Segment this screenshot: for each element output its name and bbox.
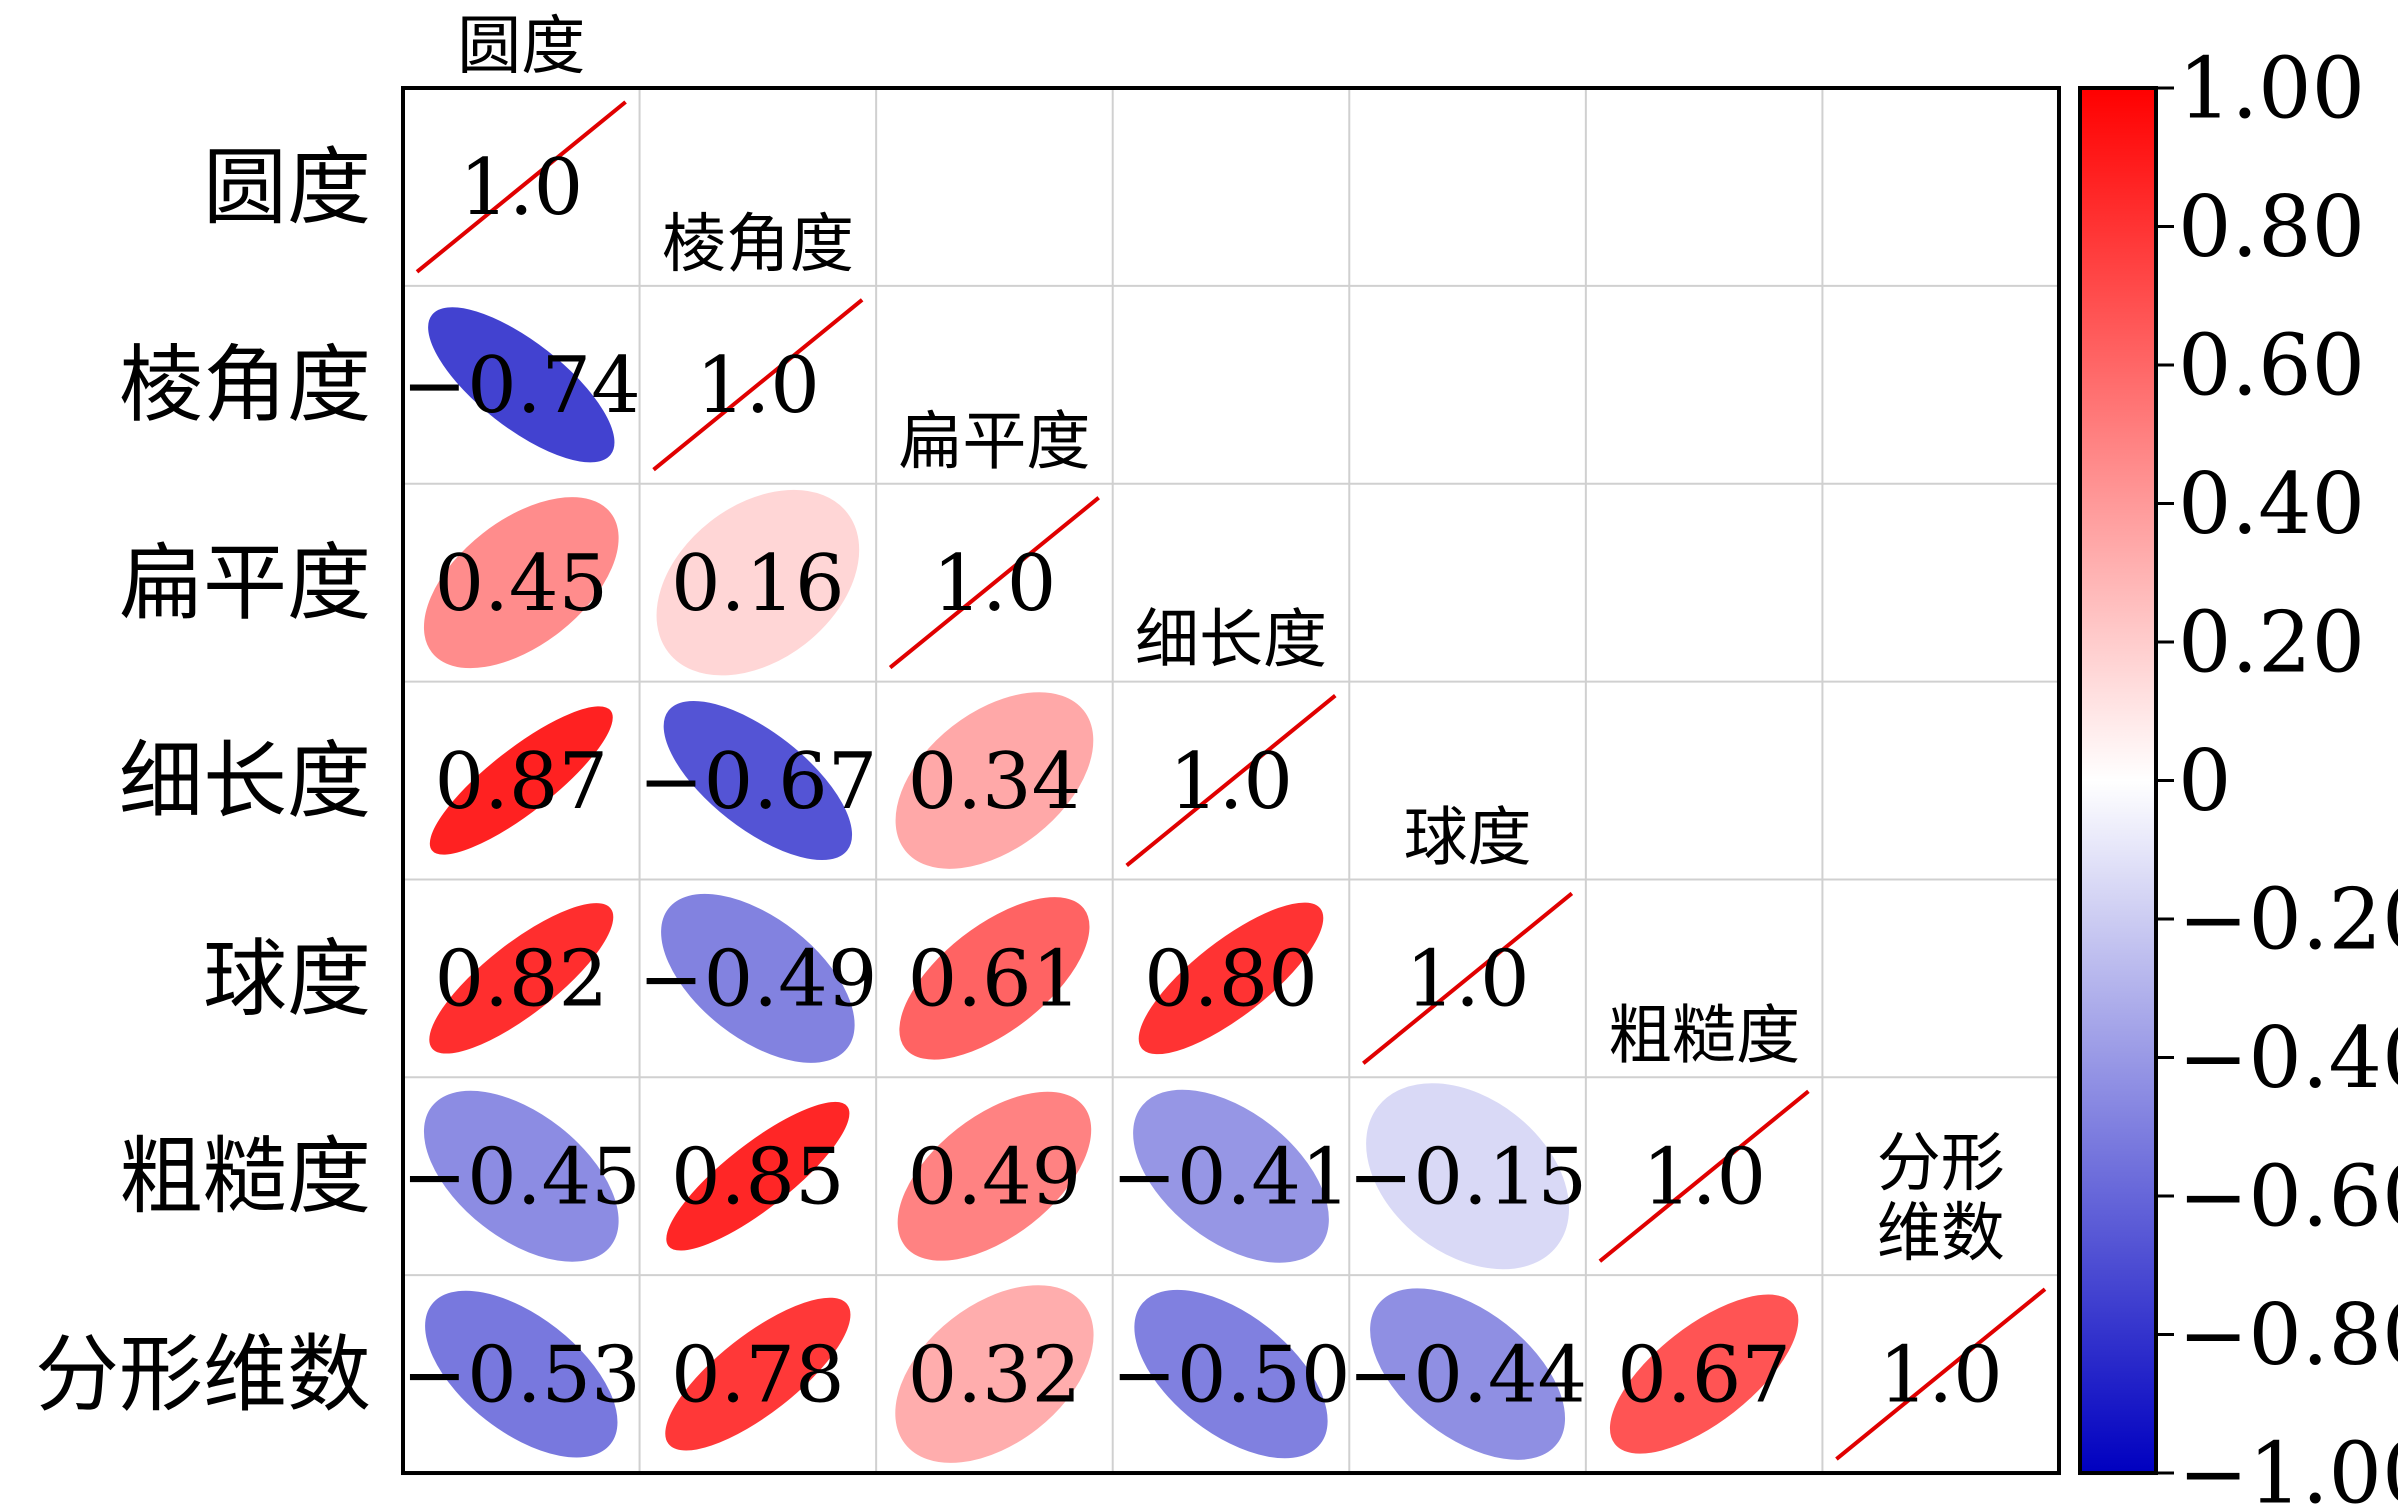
diagonal-line xyxy=(1598,1089,1810,1263)
value-label: −0.15 xyxy=(1348,1133,1587,1223)
value-label: −0.45 xyxy=(402,1133,641,1223)
correlation-ellipse xyxy=(896,1090,1093,1262)
value-label: 1.0 xyxy=(1642,1133,1766,1223)
correlation-ellipse xyxy=(1369,1287,1567,1461)
value-label: 0.78 xyxy=(671,1330,845,1420)
row-label: 分形维数 xyxy=(35,1325,371,1423)
value-label: 0.34 xyxy=(908,737,1082,827)
correlation-ellipse xyxy=(655,488,861,677)
value-label: 1.0 xyxy=(1169,737,1293,827)
row-label: 棱角度 xyxy=(119,336,371,434)
value-label: 0.16 xyxy=(671,539,845,629)
value-label: −0.49 xyxy=(638,935,877,1025)
correlation-ellipse xyxy=(662,699,854,862)
value-label: 0.32 xyxy=(908,1330,1082,1420)
column-label: 粗糙度 xyxy=(1608,999,1800,1073)
grid-layer xyxy=(401,86,2061,1476)
value-label: 0.49 xyxy=(908,1133,1082,1223)
colorbar-tick-label: 0.20 xyxy=(2178,593,2365,691)
value-label: −0.44 xyxy=(1348,1330,1587,1420)
value-label: 0.67 xyxy=(1617,1330,1791,1420)
row-label: 球度 xyxy=(203,930,371,1028)
diagonal-line xyxy=(1125,694,1337,867)
value-label: 0.82 xyxy=(434,935,608,1025)
row-label: 粗糙度 xyxy=(119,1128,371,1226)
colorbar-tick-label: 0.40 xyxy=(2178,455,2365,553)
correlation-ellipse xyxy=(428,902,615,1055)
diagonal-line xyxy=(888,496,1100,670)
colorbar-tick-label: 1.00 xyxy=(2178,39,2365,137)
column-label: 球度 xyxy=(1404,801,1532,875)
colorbar-tick-label: 0.60 xyxy=(2178,316,2365,414)
correlation-ellipse xyxy=(1133,1288,1329,1460)
row-label: 圆度 xyxy=(203,138,371,236)
value-label: −0.74 xyxy=(402,341,641,431)
diagonal-line xyxy=(1835,1287,2047,1461)
correlation-ellipse xyxy=(422,496,620,670)
correlation-ellipse xyxy=(1132,1088,1330,1264)
value-label: 0.87 xyxy=(434,737,608,827)
correlation-ellipse xyxy=(428,705,614,856)
column-label: 分形 xyxy=(1877,1127,2005,1201)
correlation-ellipse xyxy=(424,1289,619,1459)
correlation-ellipse xyxy=(422,1089,620,1263)
value-label: −0.67 xyxy=(638,737,877,827)
value-label: 0.61 xyxy=(908,935,1082,1025)
value-label: −0.50 xyxy=(1111,1330,1350,1420)
colorbar-tick-label: −0.60 xyxy=(2178,1147,2398,1245)
colorbar-tick-label: 0.80 xyxy=(2178,178,2365,276)
value-label: −0.53 xyxy=(402,1330,641,1420)
diagonal-line xyxy=(652,298,864,472)
diagonal-line xyxy=(1362,891,1574,1065)
correlation-ellipse xyxy=(1365,1082,1571,1271)
row-label: 扁平度 xyxy=(119,534,371,632)
correlation-ellipse xyxy=(427,306,616,464)
row-label: 细长度 xyxy=(119,732,371,830)
colorbar-tick-label: −0.20 xyxy=(2178,870,2398,968)
value-label: 1.0 xyxy=(459,143,583,233)
colorbar-gradient xyxy=(2078,86,2158,1476)
correlation-ellipse xyxy=(894,691,1095,870)
correlation-ellipse xyxy=(660,892,856,1064)
column-label: 扁平度 xyxy=(898,406,1090,480)
value-label: 1.0 xyxy=(1406,935,1530,1025)
value-label: 0.45 xyxy=(434,539,608,629)
colorbar-tick-label: −0.80 xyxy=(2178,1286,2398,1384)
cells-layer: 1.0 −0.74 1.0 0.45 0.16 1.0 0.87 −0.67 0.34 1.0 0.… xyxy=(402,100,2047,1464)
colorbar-tick-label: 0 xyxy=(2178,732,2231,830)
value-label: −0.41 xyxy=(1111,1133,1350,1223)
diagonal-line xyxy=(415,100,627,274)
correlation-ellipse xyxy=(898,896,1091,1061)
column-label: 棱角度 xyxy=(662,208,854,282)
value-label: 1.0 xyxy=(696,341,820,431)
correlation-ellipse xyxy=(894,1284,1095,1464)
colorbar-tick-label: −1.00 xyxy=(2178,1424,2398,1511)
correlation-ellipse xyxy=(1608,1293,1800,1455)
value-label: 0.85 xyxy=(671,1133,845,1223)
correlation-ellipse xyxy=(665,1100,851,1252)
plot-border xyxy=(401,86,2061,1476)
column-label: 细长度 xyxy=(1135,604,1327,678)
column-label: 圆度 xyxy=(457,10,585,84)
value-label: 1.0 xyxy=(932,539,1056,629)
correlation-ellipse xyxy=(664,1296,852,1452)
colorbar-tick-label: −0.40 xyxy=(2178,1009,2398,1107)
value-label: 1.0 xyxy=(1879,1330,2003,1420)
colorbar: 1.00 0.80 0.60 0.40 0.20 0 −0.20 −0.40 −0.60 −0.8… xyxy=(2078,39,2398,1511)
column-label: 维数 xyxy=(1877,1197,2005,1271)
correlation-ellipse xyxy=(1137,901,1325,1056)
value-label: 0.80 xyxy=(1144,935,1318,1025)
